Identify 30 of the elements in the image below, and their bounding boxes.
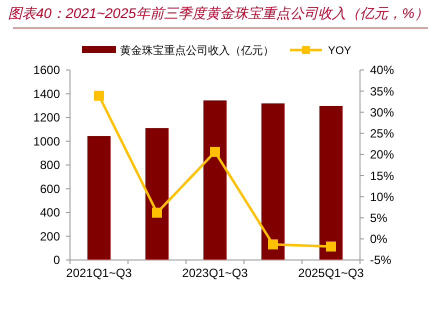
y2-tick-label: 20% bbox=[370, 148, 394, 162]
chart-title: 图表40：2021~2025年前三季度黄金珠宝重点公司收入（亿元，%） bbox=[8, 5, 428, 21]
y-tick-label: 1400 bbox=[33, 86, 60, 101]
y2-tick-label: 40% bbox=[370, 63, 394, 78]
y-tick-label: 1000 bbox=[33, 134, 60, 148]
y-tick-label: 600 bbox=[40, 182, 60, 196]
point bbox=[152, 208, 162, 218]
legend-label: 黄金珠宝重点公司收入（亿元） bbox=[120, 44, 274, 57]
y2-tick-label: 15% bbox=[370, 168, 394, 183]
y-tick-label: 1200 bbox=[33, 110, 60, 125]
y-tick-label: 1600 bbox=[33, 63, 60, 78]
y2-tick-label: 25% bbox=[370, 126, 394, 141]
y2-tick-label: 0% bbox=[370, 232, 388, 246]
y-tick-label: 800 bbox=[40, 158, 60, 172]
y-tick-label: 400 bbox=[40, 206, 60, 220]
y-tick-label: 0 bbox=[53, 253, 60, 268]
point bbox=[326, 241, 336, 252]
x-tick-label: 2023Q1~Q3 bbox=[182, 266, 248, 280]
point bbox=[210, 146, 220, 157]
y2-tick-label: 30% bbox=[370, 105, 394, 120]
y2-tick-label: 5% bbox=[370, 210, 388, 225]
legend-label: YOY bbox=[328, 44, 352, 57]
x-tick-label: 2025Q1~Q3 bbox=[298, 266, 364, 280]
y2-tick-label: 35% bbox=[370, 84, 394, 98]
point bbox=[268, 239, 278, 250]
point bbox=[94, 90, 104, 101]
y2-tick-label: 10% bbox=[370, 190, 394, 204]
y-tick-label: 200 bbox=[40, 229, 60, 244]
y2-tick-label: -5% bbox=[370, 253, 392, 268]
x-tick-label: 2021Q1~Q3 bbox=[66, 266, 132, 280]
